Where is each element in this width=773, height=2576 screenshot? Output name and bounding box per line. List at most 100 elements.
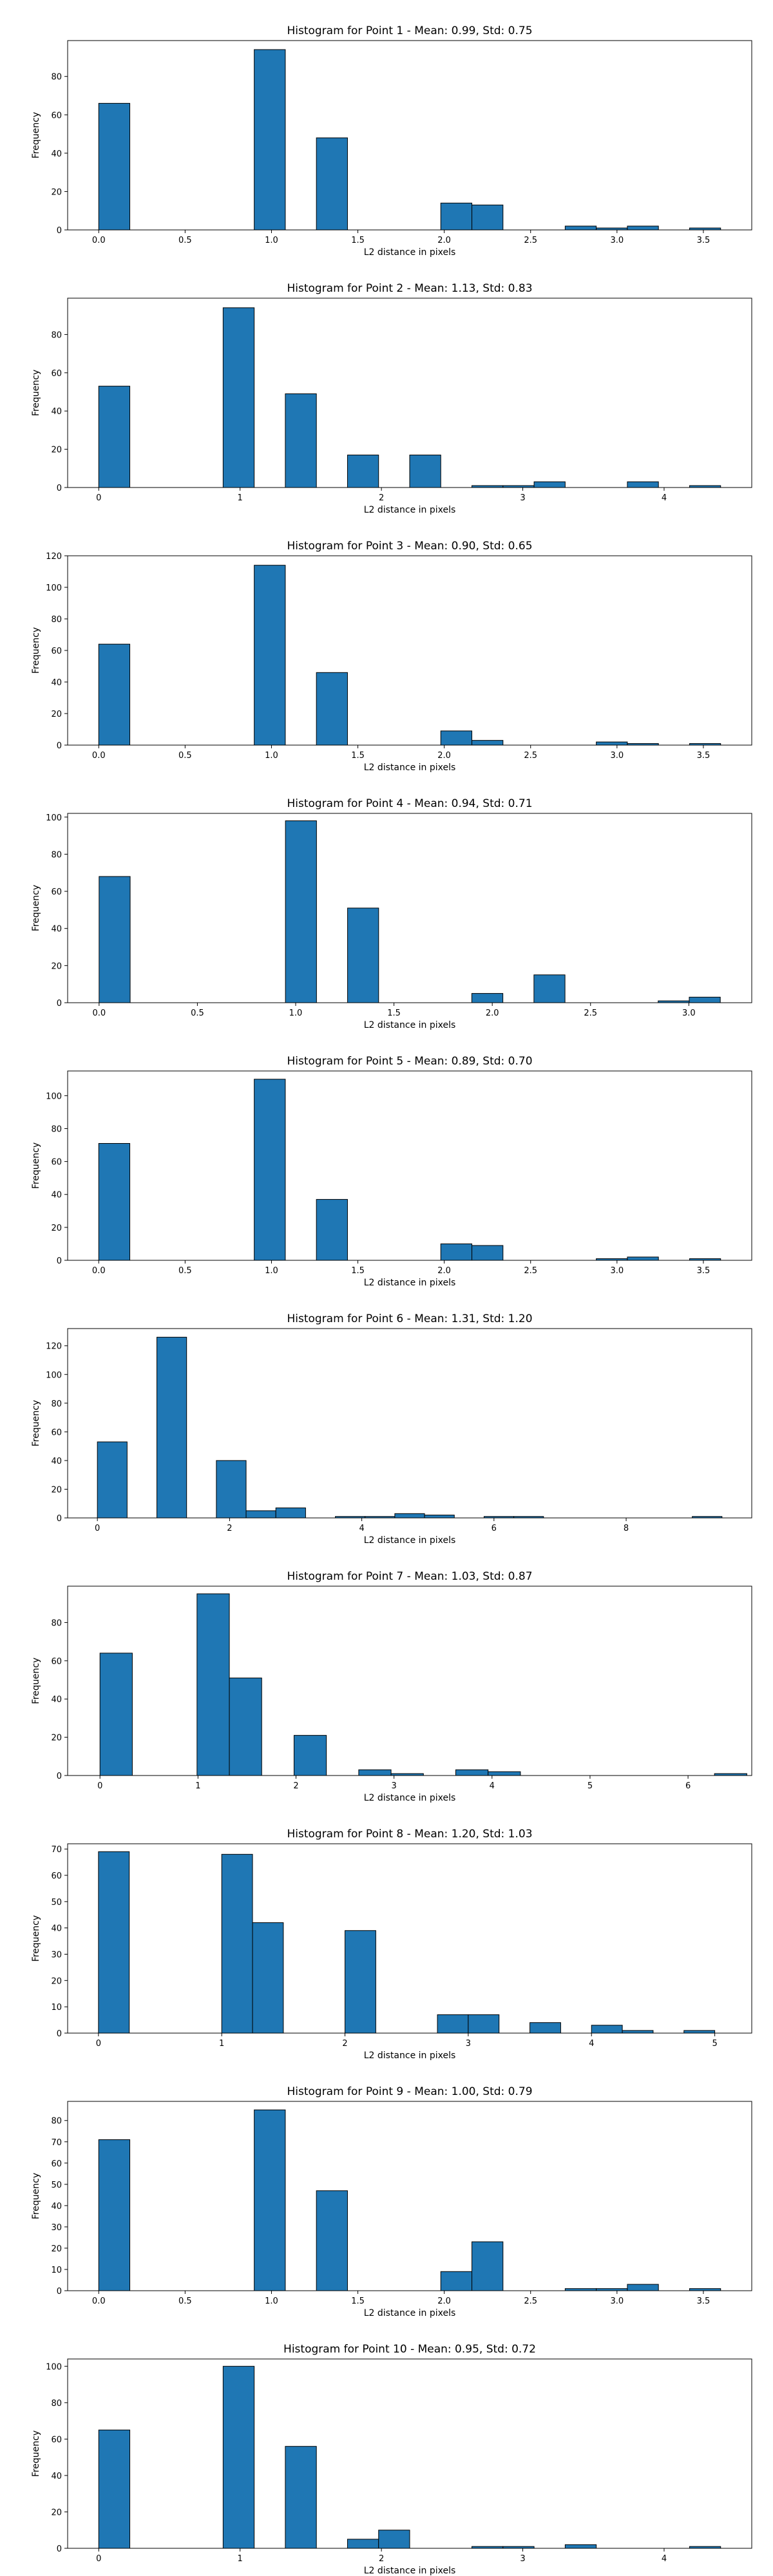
y-tick-label: 60 (51, 2159, 62, 2169)
histogram-bar (424, 1515, 455, 1519)
y-tick-label: 20 (51, 2244, 62, 2254)
histogram-bar (440, 202, 473, 231)
y-tick-label: 0 (57, 484, 62, 493)
x-tick-label: 0.5 (191, 1009, 204, 1018)
x-tick-label: 3.5 (697, 1266, 711, 1276)
histogram-bar (275, 1507, 306, 1519)
histogram-bar (394, 1513, 425, 1519)
x-tick-label: 0.0 (92, 1009, 106, 1018)
histogram-bar (98, 386, 131, 488)
histogram-bar (533, 481, 566, 488)
y-tick-label: 20 (51, 2508, 62, 2517)
x-tick-label: 1.5 (351, 2297, 365, 2306)
y-tick-label: 20 (51, 710, 62, 719)
chart-title: Histogram for Point 10 - Mean: 0.95, Std… (283, 2343, 536, 2356)
histogram-bar (440, 2271, 473, 2291)
y-tick-label: 40 (51, 1924, 62, 1934)
y-tick-label: 40 (51, 1457, 62, 1466)
y-tick-label: 100 (46, 813, 62, 823)
x-tick-label: 0 (95, 1524, 100, 1533)
y-tick-label: 40 (51, 2202, 62, 2211)
histogram-bar (683, 2030, 716, 2034)
histogram-bar (488, 1771, 521, 1776)
histogram-bar (472, 1245, 504, 1261)
y-tick-label: 0 (57, 2287, 62, 2297)
histogram-panel-4: Histogram for Point 4 - Mean: 0.94, Std:… (31, 797, 752, 1030)
chart-title: Histogram for Point 2 - Mean: 1.13, Std:… (287, 282, 532, 295)
histogram-panel-10: Histogram for Point 10 - Mean: 0.95, Std… (31, 2343, 752, 2576)
y-tick-label: 0 (57, 741, 62, 751)
histogram-panel-8: Histogram for Point 8 - Mean: 1.20, Std:… (31, 1828, 752, 2061)
y-tick-label: 70 (51, 2138, 62, 2148)
y-tick-label: 10 (51, 2266, 62, 2275)
y-tick-label: 60 (51, 1428, 62, 1437)
x-axis-label: L2 distance in pixels (364, 2308, 456, 2318)
y-tick-label: 20 (51, 1734, 62, 1743)
y-tick-label: 100 (46, 583, 62, 593)
histogram-bar (347, 455, 379, 488)
chart-title: Histogram for Point 3 - Mean: 0.90, Std:… (287, 540, 532, 553)
histogram-bar (627, 481, 659, 488)
histogram-bar (97, 1441, 128, 1519)
y-tick-label: 60 (51, 2435, 62, 2445)
x-tick-label: 0.0 (92, 236, 106, 245)
y-tick-label: 0 (57, 1514, 62, 1524)
y-tick-label: 20 (51, 187, 62, 197)
x-axis-label: L2 distance in pixels (364, 1278, 456, 1288)
x-tick-label: 0.0 (92, 1266, 106, 1276)
histogram-bar (98, 2139, 131, 2291)
axes-frame (67, 40, 752, 231)
y-tick-label: 0 (57, 1256, 62, 1266)
y-tick-label: 0 (57, 2544, 62, 2554)
chart-title: Histogram for Point 4 - Mean: 0.94, Std:… (287, 797, 532, 810)
x-tick-label: 2 (379, 2554, 384, 2564)
x-tick-label: 8 (624, 1524, 629, 1533)
x-tick-label: 1.0 (265, 236, 278, 245)
histogram-panel-5: Histogram for Point 5 - Mean: 0.89, Std:… (31, 1055, 752, 1288)
y-tick-label: 80 (51, 73, 62, 82)
x-tick-label: 2.0 (486, 1009, 499, 1018)
x-tick-label: 5 (587, 1781, 593, 1791)
histogram-panel-2: Histogram for Point 2 - Mean: 1.13, Std:… (31, 282, 752, 515)
chart-title: Histogram for Point 7 - Mean: 1.03, Std:… (287, 1570, 532, 1583)
x-tick-label: 0 (96, 493, 101, 503)
histogram-bar (254, 1079, 286, 1261)
histogram-bar (409, 455, 441, 488)
histogram-bar (254, 565, 286, 746)
y-tick-label: 80 (51, 2399, 62, 2409)
axes-frame (67, 555, 752, 746)
y-tick-label: 80 (51, 2117, 62, 2126)
y-axis-label: Frequency (31, 627, 41, 674)
histogram-bar (627, 1256, 659, 1261)
x-tick-label: 4 (490, 1781, 495, 1791)
y-tick-label: 70 (51, 1845, 62, 1855)
x-tick-label: 6 (685, 1781, 691, 1791)
y-tick-label: 0 (57, 226, 62, 236)
histogram-bar (440, 730, 473, 746)
x-tick-label: 2.5 (584, 1009, 597, 1018)
histogram-bar (98, 2429, 131, 2549)
x-axis-label: L2 distance in pixels (364, 247, 456, 258)
histogram-bar (157, 1336, 187, 1519)
y-tick-label: 80 (51, 1124, 62, 1134)
histogram-bar (98, 102, 131, 231)
histogram-bar (245, 1510, 276, 1519)
histogram-bar (252, 1922, 284, 2034)
histogram-panel-1: Histogram for Point 1 - Mean: 0.99, Std:… (31, 24, 752, 258)
x-tick-label: 0.5 (178, 751, 192, 761)
y-axis-label: Frequency (31, 1142, 41, 1189)
x-tick-label: 2.0 (437, 751, 451, 761)
histogram-bar (222, 307, 255, 488)
histogram-bar (99, 876, 131, 1003)
histogram-bar (196, 1593, 230, 1776)
y-tick-label: 0 (57, 999, 62, 1009)
y-tick-label: 100 (46, 2362, 62, 2372)
x-tick-label: 3 (466, 2039, 471, 2049)
y-tick-label: 10 (51, 2003, 62, 2012)
y-tick-label: 60 (51, 1871, 62, 1881)
x-tick-label: 2 (227, 1524, 232, 1533)
x-axis-label: L2 distance in pixels (364, 2566, 456, 2576)
y-tick-label: 60 (51, 111, 62, 120)
y-axis-label: Frequency (31, 2430, 41, 2477)
x-tick-label: 1.0 (289, 1009, 303, 1018)
